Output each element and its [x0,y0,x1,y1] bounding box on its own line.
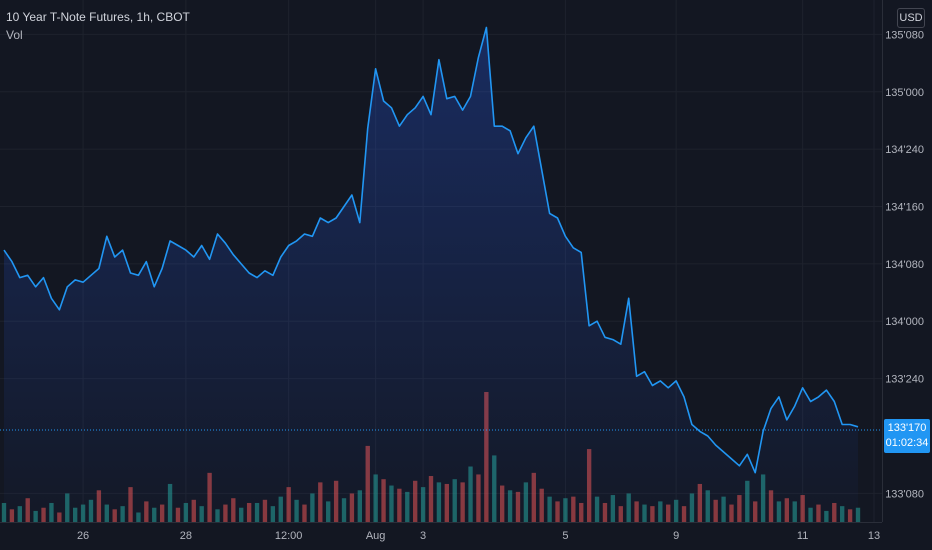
price-tick-label: 135'080 [885,29,924,41]
price-tick-label: 134'160 [885,202,924,214]
price-line [3,26,859,474]
bar-countdown: 01:02:34 [885,437,929,449]
time-axis-divider [0,522,882,523]
price-tick-label: 134'240 [885,144,924,156]
price-tick-label: 134'080 [885,259,924,271]
time-tick-label: 11 [797,530,808,542]
price-tick-label: 135'000 [885,87,924,99]
price-tick-label: 134'000 [885,316,924,328]
time-tick-label: 3 [420,530,426,542]
time-tick-label: 28 [180,530,192,542]
currency-button[interactable]: USD [897,8,925,28]
time-tick-label: 5 [562,530,568,542]
price-tick-label: 133'240 [885,374,924,386]
price-axis-divider [882,0,883,522]
price-area-fill [4,27,858,522]
volume-indicator-label[interactable]: Vol [6,28,23,42]
chart-legend: 10 Year T-Note Futures, 1h, CBOT Vol [6,8,190,44]
time-tick-label: 12:00 [275,530,303,542]
time-tick-label: 13 [868,530,880,542]
time-axis-labels: 26 28 12:00 Aug 3 5 9 11 13 [77,530,880,542]
last-price-value: 133'170 [887,422,927,434]
price-tick-label: 133'080 [885,488,924,500]
symbol-title[interactable]: 10 Year T-Note Futures, 1h, CBOT [6,10,190,24]
time-tick-label: Aug [366,530,386,542]
time-tick-label: 9 [673,530,679,542]
time-tick-label: 26 [77,530,89,542]
price-axis-labels: 133'080 133'240 134'000 134'080 134'160 134'2… [885,29,924,500]
last-price-label: 133'170 01:02:34 [884,419,930,453]
